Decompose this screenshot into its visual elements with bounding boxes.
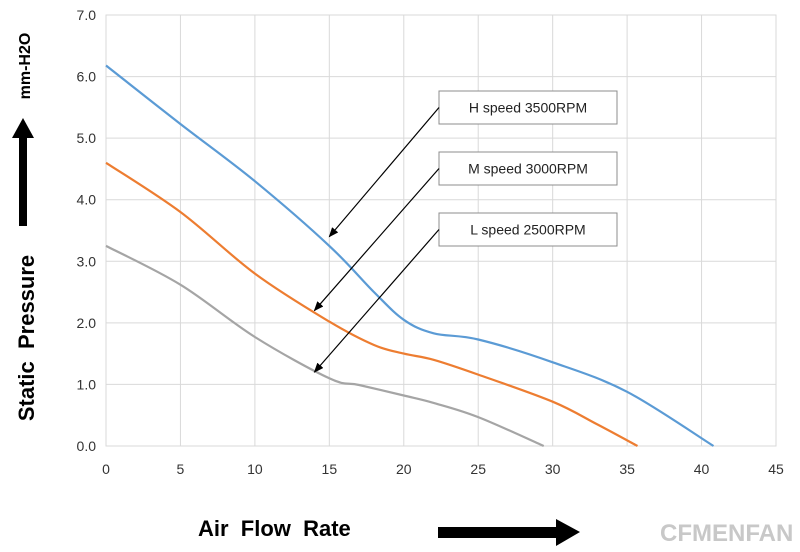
legend-h-speed: H speed 3500RPM — [328, 90, 618, 238]
x-tick-label: 30 — [545, 461, 561, 477]
y-tick-label: 3.0 — [77, 253, 97, 269]
y-tick-label: 6.0 — [77, 69, 97, 85]
y-axis-label: Static Pressure — [14, 255, 39, 421]
legend-l-speed-label: L speed 2500RPM — [470, 222, 585, 238]
y-tick-label: 4.0 — [77, 192, 97, 208]
watermark: CFMENFAN — [660, 520, 793, 547]
annotations: H speed 3500RPM M speed 3000RPM L speed 25… — [313, 90, 618, 373]
y-tick-label: 7.0 — [77, 7, 97, 23]
x-tick-label: 10 — [247, 461, 263, 477]
legend-l-speed-box — [438, 212, 618, 247]
x-axis-ticks: 0 5 10 15 20 25 30 35 40 45 — [102, 461, 784, 477]
series-line-l-speed — [105, 244, 545, 448]
y-axis-arrow — [12, 118, 34, 226]
y-axis-unit: mm-H2O — [17, 33, 34, 100]
x-tick-label: 5 — [177, 461, 185, 477]
legend-l-speed-arrow — [313, 229, 440, 373]
y-tick-label: 2.0 — [77, 315, 97, 331]
x-axis-label: Air Flow Rate — [198, 516, 351, 541]
legend-h-speed-label: H speed 3500RPM — [469, 100, 587, 116]
x-tick-label: 25 — [470, 461, 486, 477]
x-tick-label: 35 — [619, 461, 635, 477]
legend-l-speed: L speed 2500RPM — [313, 212, 618, 373]
series-line-h-speed — [105, 64, 715, 447]
legend-m-speed-label: M speed 3000RPM — [468, 161, 588, 177]
x-tick-label: 20 — [396, 461, 412, 477]
y-tick-label: 1.0 — [77, 376, 97, 392]
legend-m-speed-arrow — [313, 168, 440, 312]
plot-frame — [105, 14, 777, 447]
x-tick-label: 45 — [768, 461, 784, 477]
x-tick-label: 15 — [322, 461, 338, 477]
legend-h-speed-arrow — [328, 107, 440, 238]
y-axis-ticks: 0.0 1.0 2.0 3.0 4.0 5.0 6.0 7.0 — [77, 7, 97, 454]
x-tick-label: 0 — [102, 461, 110, 477]
series-lines — [105, 64, 715, 448]
legend-m-speed: M speed 3000RPM — [313, 151, 618, 312]
series-line-m-speed — [105, 161, 639, 447]
y-tick-label: 0.0 — [77, 438, 97, 454]
x-tick-label: 40 — [694, 461, 710, 477]
x-axis-arrow — [438, 519, 580, 546]
y-tick-label: 5.0 — [77, 130, 97, 146]
legend-h-speed-box — [438, 90, 618, 125]
